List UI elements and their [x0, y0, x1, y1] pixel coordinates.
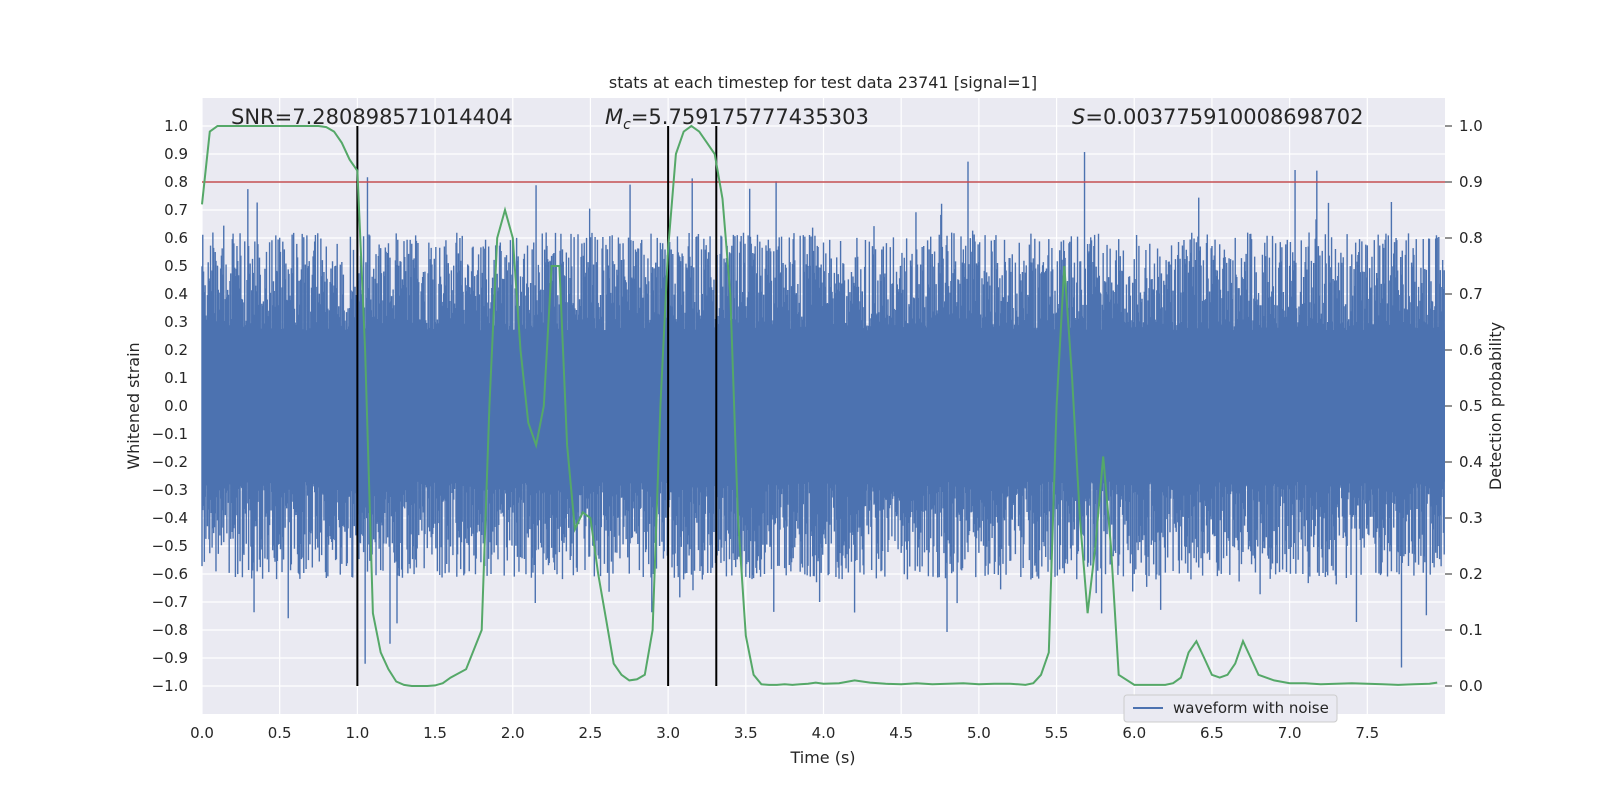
x-tick-label: 2.5 [579, 724, 603, 742]
y-tick-label-left: −0.9 [152, 649, 188, 667]
y-tick-label-right: 1.0 [1459, 117, 1483, 135]
waveform-core [202, 330, 1445, 482]
waveform-series [201, 152, 1445, 668]
y-tick-label-left: −0.6 [152, 565, 188, 583]
x-tick-label: 7.5 [1355, 724, 1379, 742]
y-tick-label-right: 0.6 [1459, 341, 1483, 359]
chart-title: stats at each timestep for test data 237… [609, 73, 1037, 92]
x-tick-label: 5.0 [967, 724, 991, 742]
x-tick-label: 4.5 [889, 724, 913, 742]
x-tick-label: 6.5 [1200, 724, 1224, 742]
y-tick-label-right: 0.7 [1459, 285, 1483, 303]
y-tick-label-left: −0.5 [152, 537, 188, 555]
chirp-mass-symbol: M [605, 105, 623, 129]
x-tick-label: 6.0 [1122, 724, 1146, 742]
y-tick-label-left: 0.6 [164, 229, 188, 247]
y-tick-label-left: 0.0 [164, 397, 188, 415]
y-tick-label-left: −0.8 [152, 621, 188, 639]
chirp-mass-value: =5.759175777435303 [631, 105, 869, 129]
y-tick-label-left: 0.3 [164, 313, 188, 331]
x-tick-label: 1.5 [423, 724, 447, 742]
x-tick-label: 0.0 [190, 724, 214, 742]
legend: waveform with noise [1123, 694, 1338, 723]
chirp-mass-annotation: Mc=5.759175777435303 [605, 105, 869, 133]
y-tick-label-left: −0.3 [152, 481, 188, 499]
legend-label: waveform with noise [1173, 699, 1329, 717]
y-tick-label-left: −0.4 [152, 509, 188, 527]
probability-line [201, 124, 1438, 687]
y-tick-label-left: −0.2 [152, 453, 188, 471]
x-tick-label: 2.0 [501, 724, 525, 742]
y-tick-label-left: 0.5 [164, 257, 188, 275]
y-tick-label-left: 0.2 [164, 341, 188, 359]
y-tick-label-left: 0.7 [164, 201, 188, 219]
y-tick-label-right: 0.0 [1459, 677, 1483, 695]
y-tick-label-left: −0.7 [152, 593, 188, 611]
y-tick-label-right: 0.5 [1459, 397, 1483, 415]
y-tick-label-left: 0.4 [164, 285, 188, 303]
y-tick-label-right: 0.3 [1459, 509, 1483, 527]
y-axis-label-left: Whitened strain [124, 342, 143, 469]
y-tick-label-right: 0.1 [1459, 621, 1483, 639]
y-tick-label-left: −0.1 [152, 425, 188, 443]
ticks: 0.0 0.5 1.0 1.5 2.0 2.5 3.0 3.5 4.0 4.5 5.0 5.5 6.0 6… [152, 117, 1483, 742]
legend-box [1123, 694, 1338, 723]
x-tick-label: 5.5 [1045, 724, 1069, 742]
y-tick-label-left: 0.8 [164, 173, 188, 191]
s-symbol: S [1072, 105, 1085, 129]
x-tick-label: 1.0 [345, 724, 369, 742]
s-annotation: S=0.003775910008698702 [1072, 105, 1363, 129]
s-value: =0.003775910008698702 [1085, 105, 1363, 129]
y-tick-label-left: 0.1 [164, 369, 188, 387]
x-tick-label: 3.5 [734, 724, 758, 742]
x-tick-label: 4.0 [812, 724, 836, 742]
y-tick-label-left: 0.9 [164, 145, 188, 163]
y-tick-label-right: 0.9 [1459, 173, 1483, 191]
y-tick-label-right: 0.8 [1459, 229, 1483, 247]
y-tick-label-right: 0.2 [1459, 565, 1483, 583]
x-tick-label: 0.5 [268, 724, 292, 742]
y-tick-label-left: −1.0 [152, 677, 188, 695]
vertical-markers [356, 126, 718, 686]
y-tick-label-left: 1.0 [164, 117, 188, 135]
snr-annotation: SNR=7.280898571014404 [231, 105, 513, 129]
y-tick-label-right: 0.4 [1459, 453, 1483, 471]
x-tick-label: 7.0 [1278, 724, 1302, 742]
x-tick-label: 3.0 [656, 724, 680, 742]
chirp-mass-subscript: c [623, 117, 631, 133]
y-axis-label-right: Detection probability [1486, 322, 1505, 490]
x-axis-label: Time (s) [789, 748, 855, 767]
